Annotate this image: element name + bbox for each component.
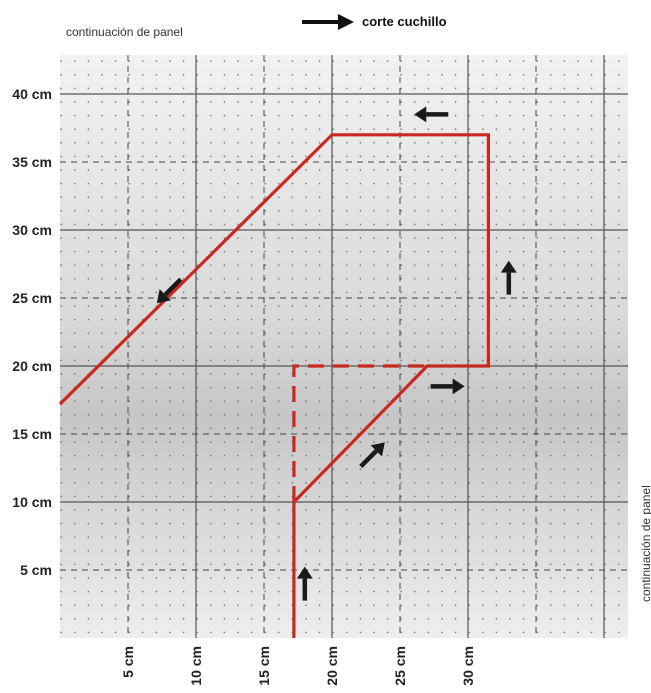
x-tick-label: 10 cm xyxy=(188,646,204,686)
arrow-shaft xyxy=(163,277,183,297)
direction-arrow-down-left xyxy=(156,277,183,304)
panel-dot-pattern xyxy=(60,55,628,638)
y-tick-label: 5 cm xyxy=(20,562,52,578)
legend: corte cuchillo xyxy=(302,14,447,30)
cut-path xyxy=(58,133,490,638)
x-tick-label: 20 cm xyxy=(324,646,340,686)
x-tick-label: 25 cm xyxy=(392,646,408,686)
arrow-head xyxy=(296,566,313,579)
grid-lines xyxy=(60,55,628,638)
arrow-head xyxy=(452,378,465,395)
x-tick-label: 5 cm xyxy=(120,646,136,678)
direction-arrow-up-right xyxy=(359,442,385,469)
x-tick-label: 15 cm xyxy=(256,646,272,686)
arrow-head xyxy=(156,289,171,304)
y-tick-label: 30 cm xyxy=(12,222,52,238)
direction-arrows xyxy=(156,106,517,601)
arrow-shaft xyxy=(359,449,378,469)
x-axis-labels: 5 cm 10 cm 15 cm 20 cm 25 cm 30 cm xyxy=(120,646,476,686)
cut-line-dashed xyxy=(292,364,428,502)
top-continuation-label: continuación de panel xyxy=(66,25,183,39)
y-tick-label: 35 cm xyxy=(12,154,52,170)
direction-arrow-right xyxy=(430,378,465,395)
direction-arrow-left xyxy=(414,106,449,123)
y-axis-labels: 5 cm 10 cm 15 cm 20 cm 25 cm 30 cm 35 cm 40 cm xyxy=(12,86,52,578)
y-tick-label: 20 cm xyxy=(12,358,52,374)
y-tick-label: 25 cm xyxy=(12,290,52,306)
direction-arrow-up xyxy=(296,566,313,601)
legend-label: corte cuchillo xyxy=(362,14,447,29)
x-tick-label: 30 cm xyxy=(460,646,476,686)
arrow-head xyxy=(370,442,385,457)
legend-arrow-head xyxy=(338,14,354,30)
arrow-head xyxy=(414,106,427,123)
arrow-head xyxy=(500,260,517,273)
y-tick-label: 40 cm xyxy=(12,86,52,102)
y-tick-label: 10 cm xyxy=(12,494,52,510)
direction-arrow-up xyxy=(500,260,517,295)
side-continuation-label: continuación de panel xyxy=(639,485,651,602)
y-tick-label: 15 cm xyxy=(12,426,52,442)
